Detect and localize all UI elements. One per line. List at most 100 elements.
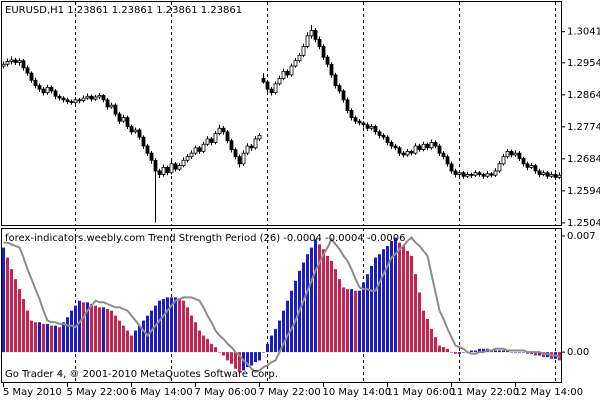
histogram-bar (78, 300, 81, 353)
histogram-bar (422, 310, 425, 353)
histogram-bar (498, 350, 501, 353)
candle-body (45, 86, 50, 94)
candle-body (325, 56, 330, 65)
histogram-bar (402, 245, 405, 353)
candle-body (49, 86, 54, 92)
candle-body (261, 78, 266, 83)
candle-body (289, 65, 294, 76)
histogram-bar (414, 274, 417, 353)
candle-body (353, 117, 358, 122)
histogram-bar (50, 325, 53, 353)
histogram-bar (294, 280, 297, 353)
y-tick-label: 1.30415 (567, 27, 600, 38)
candle-body (557, 174, 562, 178)
candle-body (233, 149, 238, 158)
candle-body (517, 152, 522, 159)
candle-body (81, 97, 86, 101)
candle-body (141, 136, 146, 147)
histogram-bar (82, 302, 85, 353)
histogram-bar (342, 287, 345, 353)
candle-body (25, 67, 30, 74)
histogram-bar (130, 335, 133, 353)
candle-body (365, 124, 370, 129)
histogram-bar (138, 325, 141, 353)
candle-body (485, 173, 490, 177)
histogram-bar (386, 245, 389, 353)
histogram-bar (158, 300, 161, 353)
histogram-bar (190, 315, 193, 353)
histogram-bar (194, 322, 197, 353)
candle-body (145, 145, 150, 154)
histogram-bar (394, 237, 397, 353)
candle-body (429, 142, 434, 149)
candle-body (201, 143, 206, 152)
histogram-bar (266, 343, 269, 353)
candle-body (101, 95, 106, 101)
candle-body (501, 156, 506, 165)
histogram-bar (310, 247, 313, 353)
candle-body (477, 172, 482, 175)
x-tick-label: 11 May 22:00 (451, 387, 520, 398)
x-tick-label: 6 May 14:00 (131, 387, 193, 398)
candle-body (37, 85, 42, 90)
candle-body (229, 140, 234, 150)
candle-body (345, 99, 350, 111)
histogram-bar (350, 289, 353, 353)
y-tick-label: 1.27740 (567, 122, 600, 133)
y-tick-label: 1.26840 (567, 154, 600, 165)
candle-body (237, 156, 242, 165)
histogram-bar (142, 320, 145, 353)
candle-body (437, 145, 442, 154)
candle-body (493, 170, 498, 176)
histogram-bar (366, 274, 369, 353)
histogram-bar (90, 304, 93, 353)
candle-body (525, 163, 530, 168)
candle-body (361, 122, 366, 126)
candle-body (341, 90, 346, 101)
histogram-bar (518, 352, 521, 353)
candle-body (225, 131, 230, 142)
histogram-bar (474, 350, 477, 353)
indicator-pane (1, 228, 562, 383)
histogram-bar (370, 265, 373, 353)
histogram-bar (154, 305, 157, 353)
candle-body (69, 101, 74, 104)
histogram-bar (46, 323, 49, 353)
histogram-bar (102, 307, 105, 353)
candle-body (509, 150, 514, 156)
candle-body (197, 147, 202, 152)
candle-body (5, 60, 10, 65)
y-tick-label: 0.00 (567, 347, 589, 358)
candle-body (505, 150, 510, 158)
candle-body (381, 134, 386, 138)
histogram-bar (478, 348, 481, 353)
histogram-bar (470, 350, 473, 353)
histogram-bar (286, 300, 289, 353)
histogram-bar (230, 352, 233, 364)
candle-body (329, 63, 334, 76)
candle-body (369, 126, 374, 129)
x-tick-label: 5 May 22:00 (67, 387, 129, 398)
candle-body (373, 126, 378, 133)
histogram-bar (306, 254, 309, 353)
histogram-bar (114, 315, 117, 353)
candle-body (497, 163, 502, 172)
histogram-bar (374, 257, 377, 353)
candle-body (105, 99, 110, 108)
candle-body (185, 156, 190, 161)
histogram-bar (38, 322, 41, 353)
candle-body (389, 142, 394, 147)
candle-body (13, 59, 18, 63)
histogram-bar (434, 337, 437, 353)
histogram-bar (426, 318, 429, 353)
histogram-bar (214, 347, 217, 353)
candle-body (85, 95, 90, 99)
candle-body (41, 88, 46, 94)
histogram-bar (438, 345, 441, 353)
histogram-bar (134, 330, 137, 353)
candle-body (417, 145, 422, 150)
histogram-bar (22, 299, 25, 353)
histogram-bar (206, 338, 209, 353)
histogram-bar (410, 255, 413, 353)
